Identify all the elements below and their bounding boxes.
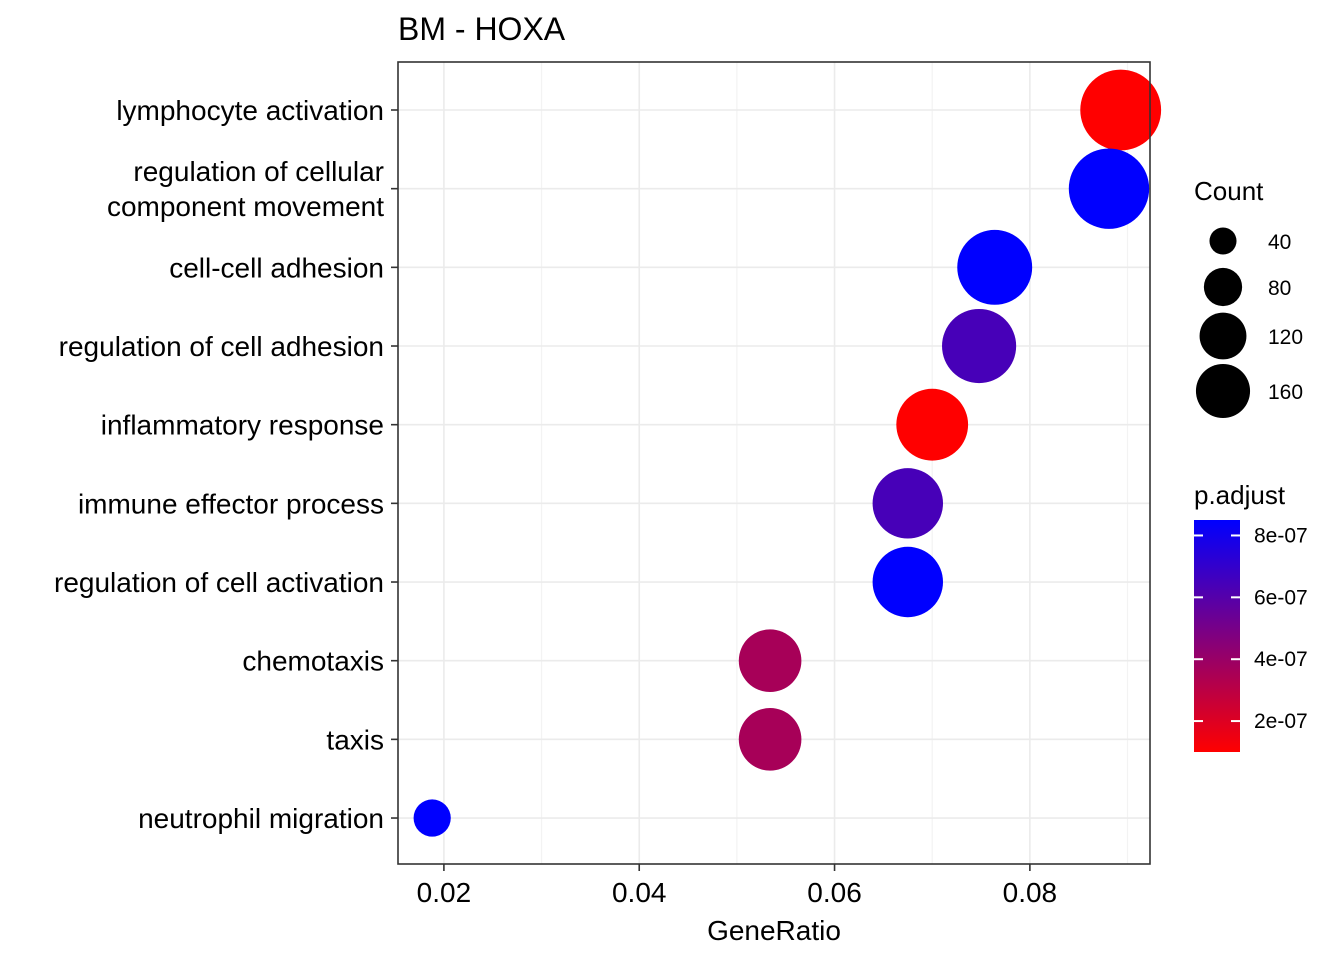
y-tick-label: chemotaxis <box>242 646 384 677</box>
size-legend-key <box>1203 267 1243 307</box>
size-legend-label: 120 <box>1268 326 1303 349</box>
data-point <box>738 708 802 771</box>
y-tick-label: neutrophil migration <box>138 803 384 834</box>
y-tick-label: cell-cell adhesion <box>169 252 384 283</box>
x-tick-label: 0.08 <box>1003 877 1058 908</box>
size-legend: Count 40 80 120 160 <box>1194 176 1303 419</box>
color-legend-label: 8e-07 <box>1254 524 1308 547</box>
data-point <box>872 468 944 539</box>
data-point <box>872 546 944 618</box>
data-point <box>896 388 969 461</box>
data-point <box>957 229 1033 305</box>
size-legend-label: 40 <box>1268 231 1291 254</box>
size-legend-label: 80 <box>1268 277 1291 300</box>
x-axis-title: GeneRatio <box>707 915 841 946</box>
y-tick-label: regulation of cell activation <box>54 567 384 598</box>
y-tick-label: regulation of cellular component movement <box>107 156 384 222</box>
y-tick-label: regulation of cell adhesion <box>59 331 384 362</box>
x-tick-label: 0.06 <box>807 877 862 908</box>
panel-border <box>397 61 1151 865</box>
color-bar <box>1194 520 1240 752</box>
size-legend-label: 160 <box>1268 381 1303 404</box>
color-legend-title: p.adjust <box>1194 480 1286 510</box>
x-tick-label: 0.04 <box>612 877 667 908</box>
color-legend-label: 2e-07 <box>1254 710 1308 733</box>
size-legend-key <box>1199 312 1247 360</box>
data-point <box>413 799 451 837</box>
y-tick-label: immune effector process <box>78 488 384 519</box>
x-tick-label: 0.02 <box>417 877 472 908</box>
y-tick-label: taxis <box>326 724 384 755</box>
data-point <box>1068 148 1150 229</box>
color-legend-label: 4e-07 <box>1254 648 1308 671</box>
data-point <box>942 308 1017 384</box>
y-tick-label: lymphocyte activation <box>116 95 384 126</box>
y-tick-label: inflammatory response <box>101 410 384 441</box>
x-axis: 0.02 0.04 0.06 0.08 <box>417 864 1057 908</box>
size-legend-title: Count <box>1194 176 1264 206</box>
color-legend: p.adjust 2e-07 4e-07 6e-07 8e-07 <box>1194 480 1308 752</box>
color-legend-label: 6e-07 <box>1254 586 1308 609</box>
data-point <box>738 629 802 692</box>
size-legend-key <box>1209 227 1237 255</box>
chart-title: BM - HOXA <box>398 11 566 47</box>
data-points <box>413 69 1162 837</box>
y-axis: lymphocyte activation regulation of cellu… <box>54 95 398 834</box>
size-legend-key <box>1195 363 1251 419</box>
data-point <box>1080 69 1162 151</box>
